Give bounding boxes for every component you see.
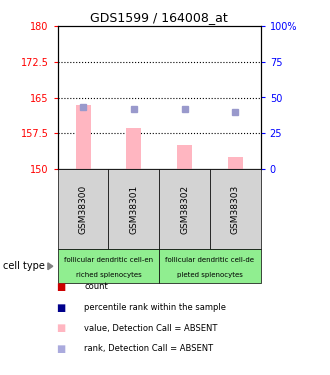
Text: ■: ■ (56, 282, 66, 292)
Text: ■: ■ (56, 323, 66, 333)
Text: count: count (84, 282, 108, 291)
Bar (177, 145, 192, 169)
Text: GSM38303: GSM38303 (231, 184, 240, 234)
Text: follicular dendritic cell-de: follicular dendritic cell-de (165, 257, 254, 263)
Text: pleted splenocytes: pleted splenocytes (177, 272, 243, 278)
Title: GDS1599 / 164008_at: GDS1599 / 164008_at (90, 11, 228, 24)
Bar (76, 105, 91, 169)
Text: GSM38302: GSM38302 (180, 184, 189, 234)
Text: cell type: cell type (3, 261, 45, 271)
Text: riched splenocytes: riched splenocytes (76, 272, 141, 278)
Text: value, Detection Call = ABSENT: value, Detection Call = ABSENT (84, 324, 217, 333)
Text: percentile rank within the sample: percentile rank within the sample (84, 303, 226, 312)
Bar (126, 128, 142, 169)
Text: GSM38301: GSM38301 (129, 184, 138, 234)
Text: ■: ■ (56, 303, 66, 312)
Text: ■: ■ (56, 344, 66, 354)
Text: follicular dendritic cell-en: follicular dendritic cell-en (64, 257, 153, 263)
Text: rank, Detection Call = ABSENT: rank, Detection Call = ABSENT (84, 344, 213, 353)
Text: GSM38300: GSM38300 (79, 184, 88, 234)
Bar (228, 157, 243, 169)
